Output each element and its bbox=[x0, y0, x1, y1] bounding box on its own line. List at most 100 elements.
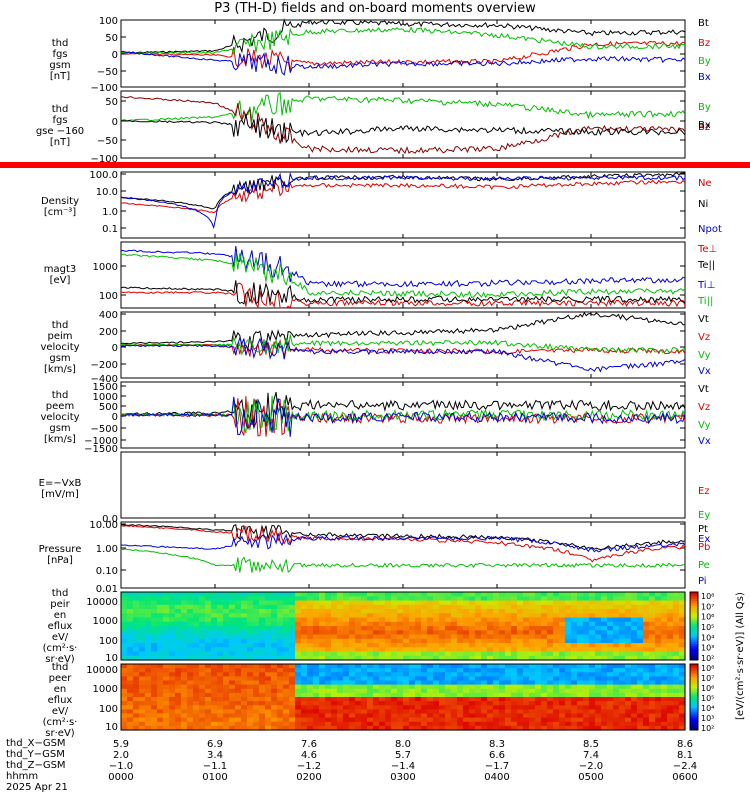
spectrogram-cell bbox=[205, 709, 212, 715]
spectrogram-cell bbox=[145, 617, 152, 623]
spectrogram-cell bbox=[619, 717, 626, 723]
spectrogram-cell bbox=[517, 705, 524, 710]
spectrogram-cell bbox=[181, 626, 188, 631]
spectrogram-cell bbox=[469, 643, 476, 648]
spectrogram-cell bbox=[265, 680, 272, 686]
spectrogram-cell bbox=[463, 617, 470, 623]
spectrogram-cell bbox=[583, 634, 590, 640]
spectrogram-cell bbox=[607, 713, 614, 719]
colorbar-cell bbox=[690, 692, 698, 696]
spectrogram-cell bbox=[409, 684, 416, 690]
spectrogram-cell bbox=[373, 592, 380, 597]
spectrogram-cell bbox=[349, 672, 356, 677]
spectrogram-cell bbox=[325, 613, 332, 619]
spectrogram-cell bbox=[343, 609, 350, 614]
spectrogram-cell bbox=[301, 692, 308, 698]
spectrogram-cell bbox=[259, 643, 266, 648]
spectrogram-cell bbox=[421, 626, 428, 631]
spectrogram-cell bbox=[343, 613, 350, 619]
spectrogram-cell bbox=[127, 668, 134, 673]
spectrogram-cell bbox=[565, 643, 572, 648]
spectrogram-cell bbox=[169, 668, 176, 673]
spectrogram-cell bbox=[421, 655, 428, 661]
spectrogram-cell bbox=[343, 725, 350, 731]
spectrogram-cell bbox=[373, 684, 380, 690]
spectrogram-cell bbox=[379, 621, 386, 627]
spectrogram-cell bbox=[367, 688, 374, 694]
spectrogram-cell bbox=[151, 676, 158, 682]
spectrogram-cell bbox=[517, 668, 524, 673]
spectrogram-cell bbox=[583, 697, 590, 702]
spectrogram-cell bbox=[445, 626, 452, 631]
spectrogram-cell bbox=[619, 621, 626, 627]
spectrogram-cell bbox=[451, 717, 458, 723]
series-line-peem-velocity-3 bbox=[120, 396, 686, 437]
colorbar-cell bbox=[690, 648, 698, 652]
spectrogram-cell bbox=[481, 705, 488, 710]
spectrogram-cell bbox=[667, 600, 674, 606]
spectrogram-cell bbox=[151, 634, 158, 640]
spectrogram-cell bbox=[145, 709, 152, 715]
y-tick-label: 1000 bbox=[93, 616, 118, 627]
spectrogram-cell bbox=[469, 609, 476, 614]
spectrogram-cell bbox=[457, 692, 464, 698]
spectrogram-cell bbox=[451, 647, 458, 653]
colorbar-tick-label: 10⁸ bbox=[701, 664, 714, 673]
spectrogram-cell bbox=[493, 630, 500, 636]
spectrogram-cell bbox=[415, 596, 422, 602]
spectrogram-cell bbox=[547, 630, 554, 636]
spectrogram-cell bbox=[301, 613, 308, 619]
spectrogram-cell bbox=[577, 709, 584, 715]
spectrogram-cell bbox=[553, 604, 560, 610]
spectrogram-cell bbox=[193, 717, 200, 723]
spectrogram-cell bbox=[649, 676, 656, 682]
spectrogram-cell bbox=[499, 684, 506, 690]
spectrogram-cell bbox=[559, 680, 566, 686]
spectrogram-cell bbox=[247, 643, 254, 648]
spectrogram-cell bbox=[529, 630, 536, 636]
spectrogram-cell bbox=[517, 697, 524, 702]
spectrogram-cell bbox=[613, 600, 620, 606]
spectrogram-cell bbox=[679, 668, 686, 673]
spectrogram-cell bbox=[337, 713, 344, 719]
spectrogram-cell bbox=[229, 692, 236, 698]
spectrogram-cell bbox=[349, 676, 356, 682]
spectrogram-cell bbox=[565, 668, 572, 673]
spectrogram-cell bbox=[493, 626, 500, 631]
spectrogram-cell bbox=[205, 609, 212, 614]
spectrogram-cell bbox=[367, 713, 374, 719]
spectrogram-cell bbox=[139, 592, 146, 597]
spectrogram-cell bbox=[355, 609, 362, 614]
spectrogram-cell bbox=[517, 617, 524, 623]
spectrogram-cell bbox=[121, 626, 128, 631]
spectrogram-cell bbox=[583, 655, 590, 661]
spectrogram-cell bbox=[277, 643, 284, 648]
spectrogram-cell bbox=[151, 672, 158, 677]
spectrogram-cell bbox=[361, 688, 368, 694]
spectrogram-cell bbox=[619, 647, 626, 653]
spectrogram-cell bbox=[601, 638, 608, 644]
spectrogram-cell bbox=[565, 697, 572, 702]
spectrogram-cell bbox=[541, 688, 548, 694]
spectrogram-cell bbox=[379, 596, 386, 602]
spectrogram-cell bbox=[337, 676, 344, 682]
spectrogram-cell bbox=[505, 664, 512, 669]
spectrogram-cell bbox=[343, 664, 350, 669]
spectrogram-cell bbox=[199, 692, 206, 698]
spectrogram-cell bbox=[361, 621, 368, 627]
spectrogram-cell bbox=[427, 705, 434, 710]
spectrogram-cell bbox=[673, 592, 680, 597]
colorbar-cell bbox=[690, 644, 698, 647]
spectrogram-cell bbox=[355, 664, 362, 669]
spectrogram-cell bbox=[175, 596, 182, 602]
spectrogram-cell bbox=[235, 592, 242, 597]
spectrogram-cell bbox=[523, 592, 530, 597]
colorbar-cell bbox=[690, 596, 698, 600]
spectrogram-cell bbox=[625, 664, 632, 669]
spectrogram-cell bbox=[385, 705, 392, 710]
spectrogram-cell bbox=[613, 684, 620, 690]
spectrogram-cell bbox=[475, 651, 482, 657]
spectrogram-cell bbox=[469, 655, 476, 661]
spectrogram-cell bbox=[229, 613, 236, 619]
spectrogram-cell bbox=[397, 717, 404, 723]
